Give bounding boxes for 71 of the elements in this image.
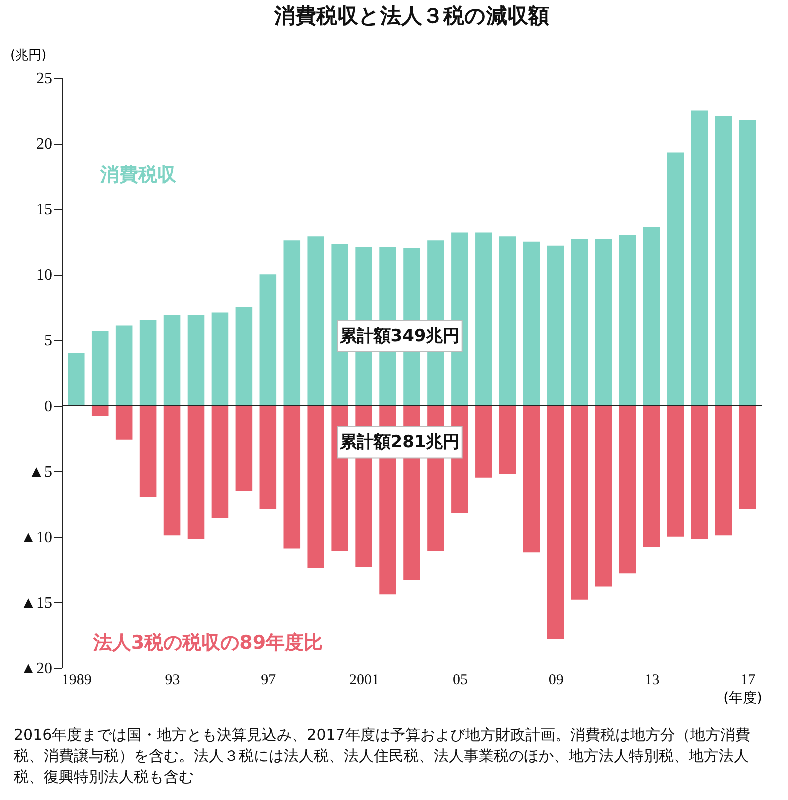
bar <box>476 406 492 478</box>
y-tick-label: ▲15 <box>20 594 52 612</box>
text: 法人3税の税収の89年度比 <box>92 632 324 654</box>
bar <box>500 406 516 474</box>
x-tick-label: 2001 <box>350 672 380 688</box>
y-tick-label: 20 <box>36 136 52 154</box>
bar <box>667 152 684 406</box>
bar <box>643 406 660 548</box>
bar <box>571 406 588 600</box>
text: 消費税収 <box>100 164 178 186</box>
bar <box>284 406 301 549</box>
bar <box>739 406 756 510</box>
bar <box>92 331 109 406</box>
bar <box>571 239 588 406</box>
y-axis-title: (兆円) <box>10 48 47 64</box>
bar <box>643 227 660 406</box>
bar <box>212 406 229 519</box>
bar <box>140 406 157 498</box>
bar <box>547 406 564 640</box>
x-axis-title: (年度) <box>724 690 762 706</box>
y-tick-label: 10 <box>36 267 52 284</box>
bar <box>619 406 636 574</box>
bar <box>715 116 732 406</box>
y-tick-label: 15 <box>36 202 52 219</box>
bar <box>715 406 732 536</box>
bar <box>92 406 109 416</box>
bar <box>500 236 516 406</box>
y-tick-label: ▲20 <box>20 660 52 678</box>
bar <box>164 406 181 536</box>
bar <box>188 406 205 540</box>
x-tick-label: 09 <box>548 672 564 688</box>
bar <box>667 406 684 537</box>
bar <box>308 406 324 568</box>
bar <box>140 320 157 406</box>
text: 2016年度までは国・地方とも決算見込み、2017年度は予算および地方財政計画。消費税は地方分（地方消費税、消費譲与税）を含む。法人３税には法人税、法人住民税、法人事業税のほか、地方法人特別税、地方法人税、復興特別法人税も含む <box>14 725 752 788</box>
bar <box>595 406 612 587</box>
chart-title: 消費税収と法人３税の減収額 <box>274 4 550 28</box>
bar <box>308 236 324 406</box>
bar <box>547 246 564 406</box>
annotation: 累計額349兆円 <box>338 326 460 346</box>
x-tick-label: 97 <box>261 672 277 688</box>
bar <box>260 274 277 406</box>
bar <box>739 120 756 406</box>
bar <box>236 406 253 491</box>
bar <box>260 406 277 510</box>
bar <box>164 315 181 406</box>
bar <box>523 406 540 553</box>
bar <box>188 315 205 406</box>
bar <box>116 406 133 440</box>
bar <box>116 326 133 406</box>
bar <box>212 312 229 406</box>
x-tick-label: 05 <box>452 672 468 688</box>
bar <box>619 235 636 406</box>
bar <box>236 307 253 406</box>
y-tick-label: ▲5 <box>28 464 52 481</box>
y-tick-label: ▲10 <box>20 529 52 546</box>
bar <box>595 239 612 406</box>
annotation: 累計額281兆円 <box>338 432 460 452</box>
bar <box>691 110 708 406</box>
x-tick-label: 1989 <box>62 672 92 688</box>
bar <box>284 240 301 406</box>
y-tick-label: 25 <box>36 70 52 88</box>
y-tick-label: 5 <box>44 332 52 350</box>
x-tick-label: 13 <box>644 672 660 688</box>
x-tick-label: 93 <box>165 672 180 688</box>
bar <box>68 353 85 406</box>
bar <box>523 242 540 406</box>
bar <box>691 406 708 540</box>
x-tick-label: 17 <box>740 672 756 688</box>
y-tick-label: 0 <box>44 398 52 416</box>
bar <box>476 232 492 406</box>
